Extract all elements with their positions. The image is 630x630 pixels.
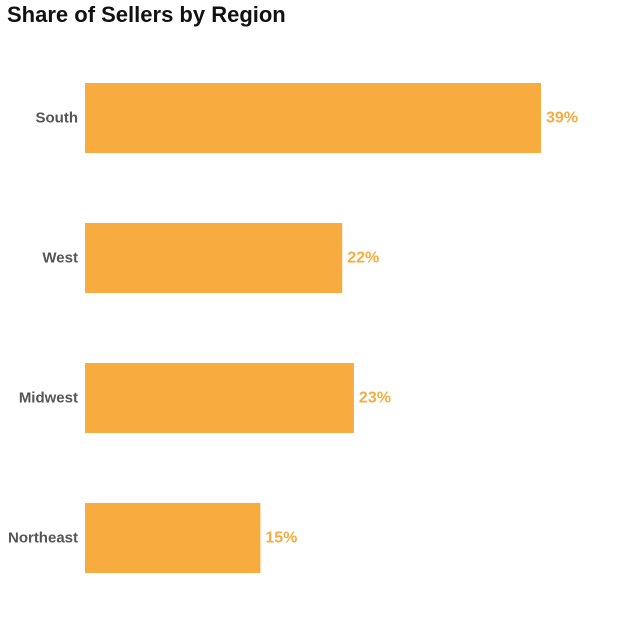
- bar-west: [85, 223, 343, 293]
- category-label-midwest: Midwest: [19, 390, 78, 407]
- value-label-midwest: 23%: [359, 390, 391, 407]
- value-label-south: 39%: [546, 110, 578, 127]
- value-label-west: 22%: [347, 250, 379, 267]
- category-label-west: West: [42, 250, 78, 267]
- bar-south: [85, 83, 541, 153]
- bar-northeast: [85, 503, 261, 573]
- category-label-south: South: [36, 110, 79, 127]
- value-label-northeast: 15%: [265, 530, 297, 547]
- chart-title: Share of Sellers by Region: [7, 2, 286, 27]
- bar-group: [85, 83, 541, 573]
- category-label-group: South West Midwest Northeast: [8, 110, 78, 547]
- category-label-northeast: Northeast: [8, 530, 78, 547]
- value-label-group: 39% 22% 23% 15%: [265, 110, 578, 547]
- bar-midwest: [85, 363, 354, 433]
